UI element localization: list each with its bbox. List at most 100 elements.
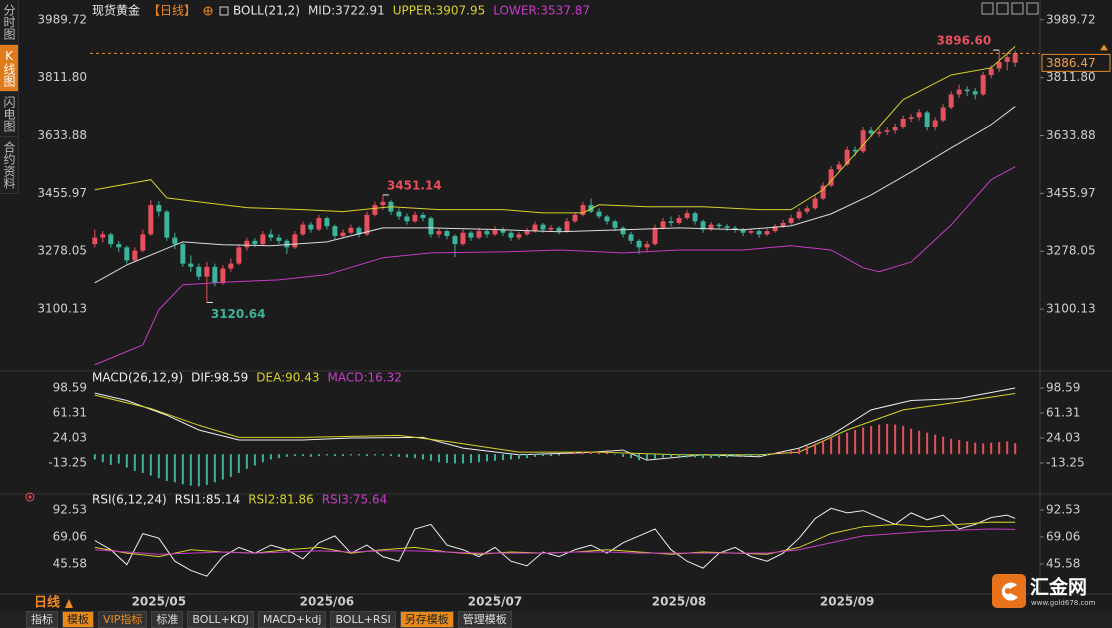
candle-body bbox=[204, 266, 210, 277]
candle-body bbox=[252, 240, 258, 245]
histogram-bar bbox=[133, 454, 136, 471]
histogram-bar bbox=[485, 454, 488, 462]
histogram-bar bbox=[109, 454, 112, 465]
histogram-bar bbox=[718, 454, 721, 458]
histogram-bar bbox=[229, 454, 232, 477]
histogram-bar bbox=[93, 454, 96, 460]
header-label: 【日线】 bbox=[148, 4, 196, 18]
annotation-label: 3451.14 bbox=[387, 178, 442, 192]
target-icon bbox=[28, 495, 32, 499]
histogram-bar bbox=[509, 454, 512, 460]
y-tick-label: 45.58 bbox=[53, 557, 87, 571]
x-tick-label: 2025/06 bbox=[300, 595, 354, 609]
histogram-bar bbox=[493, 454, 496, 461]
sidebar-tab[interactable]: K线图 bbox=[0, 45, 18, 92]
histogram-bar bbox=[694, 454, 697, 458]
period-arrow[interactable] bbox=[65, 599, 73, 608]
histogram-bar bbox=[365, 454, 368, 457]
y-tick-label: 3455.97 bbox=[1046, 186, 1096, 200]
histogram-bar bbox=[389, 454, 392, 457]
candle-body bbox=[436, 231, 442, 235]
x-tick-label: 2025/09 bbox=[820, 595, 874, 609]
toolbar-button[interactable]: 管理模板 bbox=[457, 611, 512, 628]
histogram-bar bbox=[181, 454, 184, 485]
histogram-bar bbox=[678, 454, 681, 457]
y-tick-label: 98.59 bbox=[1046, 381, 1080, 395]
y-tick-label: 69.06 bbox=[53, 529, 87, 543]
candle-body bbox=[596, 211, 602, 217]
candle-body bbox=[468, 232, 474, 238]
histogram-bar bbox=[774, 453, 777, 455]
histogram-bar bbox=[173, 454, 176, 483]
candle-body bbox=[404, 216, 410, 222]
toolbar-button[interactable]: BOLL+KDJ bbox=[187, 611, 254, 628]
logo-name: 汇金网 bbox=[1030, 576, 1087, 599]
candle-body bbox=[844, 149, 850, 165]
histogram-bar bbox=[101, 454, 104, 463]
histogram-bar bbox=[654, 454, 657, 459]
candle-body bbox=[652, 227, 658, 245]
histogram-bar bbox=[846, 432, 849, 455]
histogram-bar bbox=[822, 440, 825, 455]
sidebar-tab[interactable]: 分时图 bbox=[0, 0, 18, 45]
candle-body bbox=[636, 240, 642, 248]
icon[interactable] bbox=[1026, 2, 1039, 15]
toolbar: 指标 模板 VIP指标 标准 BOLL+KDJ MACD+kdj BOLL+RS… bbox=[0, 611, 1112, 628]
candle-body bbox=[532, 224, 538, 232]
histogram-bar bbox=[1006, 441, 1009, 455]
chart: 日线 汇金网 www.gold678.com 3100.13 3100.13 327… bbox=[0, 0, 1112, 611]
histogram-bar bbox=[477, 454, 480, 463]
histogram-bar bbox=[253, 454, 256, 466]
histogram-bar bbox=[918, 430, 921, 455]
histogram-bar bbox=[541, 454, 544, 457]
annotation-label: 3120.64 bbox=[211, 307, 266, 321]
toolbar-button[interactable]: 标准 bbox=[151, 611, 184, 628]
period-label[interactable]: 日线 bbox=[34, 595, 60, 611]
toolbar-button[interactable]: 另存模板 bbox=[399, 611, 454, 628]
histogram-bar bbox=[838, 435, 841, 455]
series-line bbox=[94, 387, 1016, 461]
histogram-bar bbox=[662, 454, 665, 458]
sidebar-tab[interactable]: 闪电图 bbox=[0, 92, 18, 137]
icon[interactable] bbox=[996, 2, 1009, 15]
candle-body bbox=[220, 268, 226, 284]
candle-body bbox=[380, 201, 386, 206]
histogram-bar bbox=[413, 454, 416, 459]
candle-body bbox=[364, 214, 370, 235]
histogram-bar bbox=[710, 454, 713, 459]
y-tick-label: 24.03 bbox=[1046, 431, 1080, 445]
toolbar-icons[interactable] bbox=[981, 2, 1039, 15]
candle-body bbox=[724, 226, 730, 228]
histogram-bar bbox=[622, 454, 625, 457]
histogram-bar bbox=[854, 429, 857, 455]
histogram-bar bbox=[598, 452, 601, 455]
histogram-bar bbox=[646, 454, 649, 460]
header-label: DEA:90.43 bbox=[256, 371, 319, 385]
candle-body bbox=[940, 107, 946, 121]
histogram-bar bbox=[614, 454, 617, 455]
histogram-bar bbox=[790, 450, 793, 455]
histogram-bar bbox=[566, 453, 569, 455]
header-label: UPPER:3907.95 bbox=[393, 4, 485, 18]
candle-body bbox=[884, 130, 890, 132]
icon[interactable] bbox=[1011, 2, 1024, 15]
toolbar-button[interactable]: MACD+kdj bbox=[257, 611, 327, 628]
toolbar-button[interactable]: BOLL+RSI bbox=[330, 611, 396, 628]
candle-body bbox=[172, 237, 178, 245]
candle-body bbox=[300, 224, 306, 235]
candle-body bbox=[716, 224, 722, 227]
toolbar-button[interactable]: 模板 bbox=[62, 611, 94, 628]
header-label: LOWER:3537.87 bbox=[493, 4, 590, 18]
candle-body bbox=[908, 117, 914, 119]
candle-body bbox=[180, 244, 186, 264]
histogram-bar bbox=[782, 452, 785, 455]
candle-body bbox=[276, 237, 282, 241]
sidebar-tab[interactable]: 合约资料 bbox=[0, 137, 18, 194]
histogram-bar bbox=[501, 454, 504, 461]
icon[interactable] bbox=[981, 2, 994, 15]
candle-body bbox=[980, 74, 986, 95]
toolbar-button[interactable]: 指标 bbox=[26, 611, 58, 628]
toolbar-button[interactable]: VIP指标 bbox=[98, 611, 148, 628]
candle-body bbox=[996, 61, 1002, 69]
histogram-bar bbox=[117, 454, 120, 464]
